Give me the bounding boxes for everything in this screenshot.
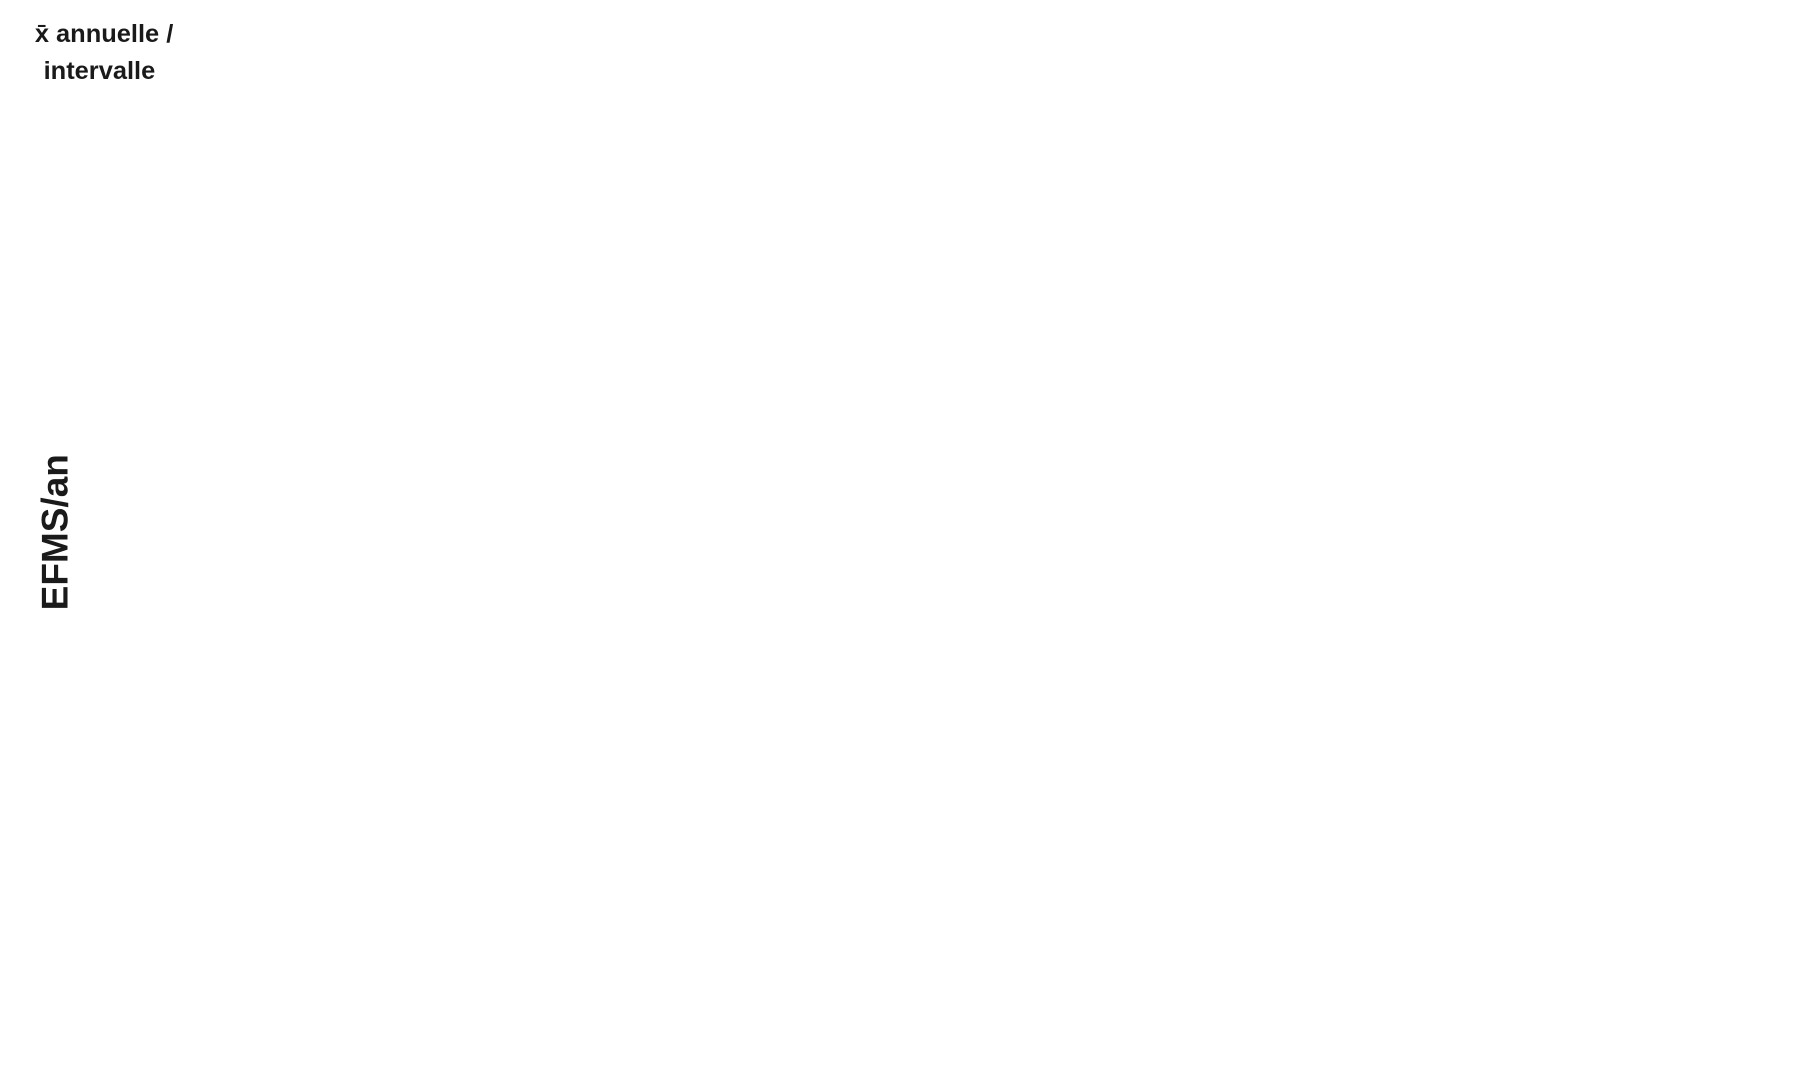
foreground-layer: x̄ annuelle / intervalle EFMS/an bbox=[35, 20, 174, 611]
header-line: intervalle bbox=[44, 57, 156, 85]
y-axis-title: EFMS/an bbox=[35, 454, 76, 610]
header-line: x̄ annuelle / bbox=[35, 20, 173, 48]
